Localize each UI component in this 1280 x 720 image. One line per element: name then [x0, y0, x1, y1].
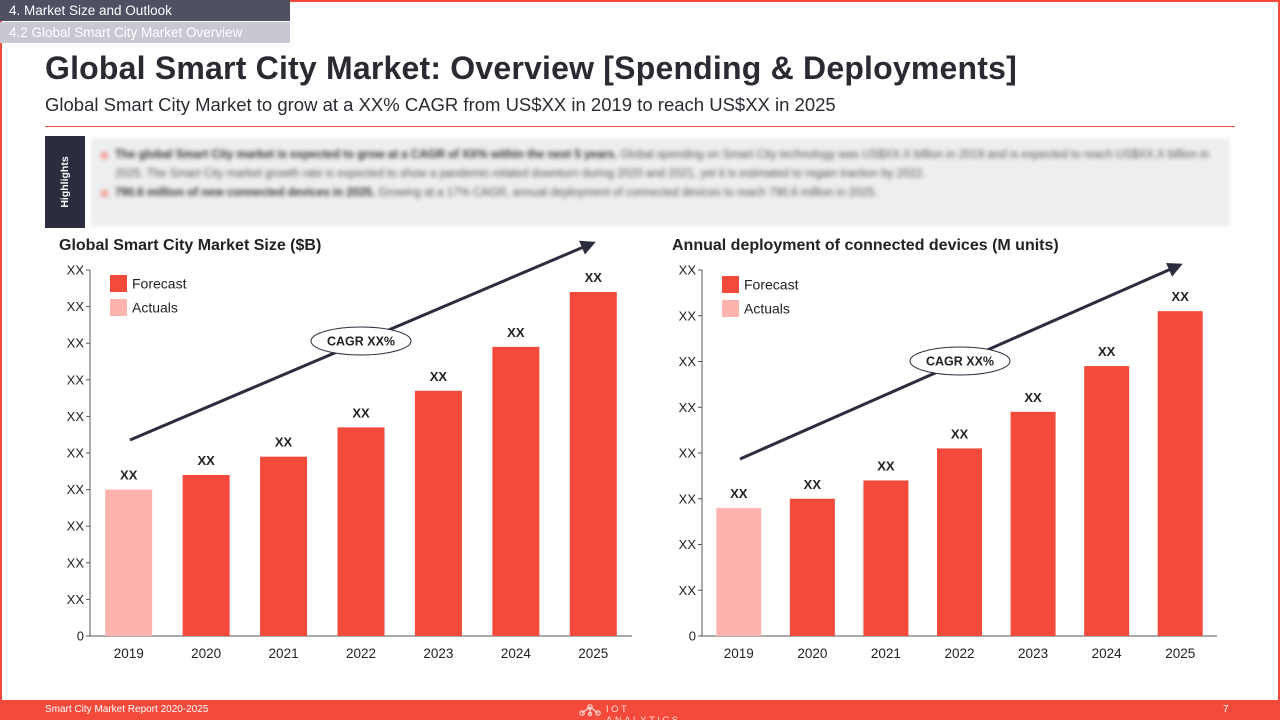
- y-tick-label: XX: [67, 263, 85, 278]
- bar-2020: [789, 498, 835, 636]
- legend-label: Forecast: [132, 276, 187, 292]
- x-tick-label: 2019: [724, 646, 754, 661]
- y-tick-label: XX: [67, 299, 85, 314]
- cagr-callout: [909, 346, 1011, 376]
- y-tick-label: XX: [679, 491, 697, 506]
- highlight-item-text: Global spending on Smart City technology…: [115, 149, 1210, 180]
- data-label: XX: [197, 453, 215, 468]
- data-label: XX: [352, 405, 370, 420]
- bar-2021: [863, 480, 909, 636]
- data-label: XX: [430, 369, 448, 384]
- page-subtitle: Global Smart City Market to grow at a XX…: [45, 94, 836, 115]
- page-title: Global Smart City Market: Overview [Spen…: [45, 50, 1018, 86]
- legend-label: Actuals: [744, 301, 790, 317]
- bar-2019: [105, 489, 153, 636]
- bar-2022: [337, 427, 385, 636]
- network-logo-icon: [579, 704, 601, 717]
- breadcrumb-section: 4. Market Size and Outlook: [0, 0, 290, 21]
- bar-2020: [182, 474, 230, 636]
- y-tick-label: XX: [67, 446, 85, 461]
- bar-2023: [414, 390, 462, 636]
- data-label: XX: [804, 477, 822, 492]
- bar-2025: [1157, 311, 1203, 636]
- data-label: XX: [585, 270, 603, 285]
- x-tick-label: 2022: [944, 646, 974, 661]
- chart-title-device-deployment: Annual deployment of connected devices (…: [672, 237, 1059, 254]
- x-tick-label: 2025: [1165, 646, 1195, 661]
- chart-title-market-size: Global Smart City Market Size ($B): [59, 237, 322, 254]
- x-tick-label: 2022: [346, 646, 376, 661]
- title-divider: [45, 126, 1235, 127]
- y-tick-label: XX: [679, 583, 697, 598]
- legend-swatch-forecast: [110, 275, 127, 292]
- highlight-item: 790.6 million of new connected devices i…: [101, 184, 1220, 203]
- highlight-item-bold: The global Smart City market is expected…: [115, 149, 618, 161]
- x-tick-label: 2021: [269, 646, 299, 661]
- page-number: 7: [1223, 704, 1229, 715]
- bar-2021: [260, 456, 308, 636]
- company-logo: IOT ANALYTICS: [578, 703, 708, 720]
- device-deployment-chart: 0 XX XX XX XX XX XX XX XX XX 2019 XX 2020 XX 2021 XX 202…: [679, 263, 1217, 661]
- cagr-callout: [310, 326, 412, 356]
- y-tick-label: 0: [77, 629, 84, 644]
- y-tick-label: XX: [679, 537, 697, 552]
- bar-2022: [937, 448, 982, 636]
- bar-2019: [716, 507, 762, 636]
- y-tick-label: XX: [679, 446, 697, 461]
- highlight-item-text: Growing at a 17% CAGR, annual deployment…: [375, 187, 878, 199]
- bar-2023: [1010, 411, 1056, 636]
- x-tick-label: 2024: [1092, 646, 1123, 661]
- legend-swatch-forecast: [722, 276, 739, 293]
- y-tick-label: XX: [679, 263, 697, 278]
- legend-swatch-actuals: [110, 299, 127, 316]
- bar-2025: [569, 291, 617, 636]
- highlights-body: The global Smart City market is expected…: [91, 138, 1230, 226]
- x-tick-label: 2020: [797, 646, 827, 661]
- x-tick-label: 2023: [423, 646, 453, 661]
- highlights-tab: Highlights: [45, 136, 85, 228]
- x-tick-label: 2025: [578, 646, 608, 661]
- highlight-item: The global Smart City market is expected…: [101, 146, 1220, 184]
- y-tick-label: XX: [679, 354, 697, 369]
- highlight-item-bold: 790.6 million of new connected devices i…: [115, 187, 376, 199]
- data-label: XX: [951, 426, 969, 441]
- x-tick-label: 2019: [114, 646, 144, 661]
- footer-report-name: Smart City Market Report 2020-2025: [45, 704, 209, 715]
- data-label: XX: [1024, 390, 1042, 405]
- breadcrumb-subsection: 4.2 Global Smart City Market Overview: [0, 22, 290, 43]
- y-tick-label: XX: [67, 336, 85, 351]
- y-tick-label: XX: [67, 519, 85, 534]
- cagr-label: CAGR XX%: [327, 335, 395, 349]
- y-tick-label: XX: [679, 400, 697, 415]
- data-label: XX: [730, 486, 748, 501]
- logo-text: IOT ANALYTICS: [606, 704, 678, 720]
- data-label: XX: [1098, 344, 1116, 359]
- cagr-label: CAGR XX%: [926, 355, 994, 369]
- data-label: XX: [507, 325, 525, 340]
- data-label: XX: [877, 458, 895, 473]
- x-tick-label: 2024: [501, 646, 532, 661]
- data-label: XX: [1172, 289, 1190, 304]
- highlights-label: Highlights: [59, 156, 71, 208]
- x-tick-label: 2021: [871, 646, 901, 661]
- highlights-box: Highlights The global Smart City market …: [45, 136, 1230, 228]
- y-tick-label: XX: [67, 555, 85, 570]
- y-tick-label: XX: [67, 482, 85, 497]
- legend-label: Forecast: [744, 277, 799, 293]
- y-tick-label: XX: [679, 308, 697, 323]
- legend-label: Actuals: [132, 300, 178, 316]
- data-label: XX: [120, 468, 138, 483]
- data-label: XX: [275, 435, 293, 450]
- bar-2024: [492, 346, 540, 636]
- x-tick-label: 2023: [1018, 646, 1048, 661]
- y-tick-label: 0: [689, 629, 696, 644]
- market-size-chart: 0 XX XX XX XX XX XX XX XX XX XX XX 2019 XX 2020 XX 2021 X…: [67, 240, 632, 661]
- y-tick-label: XX: [67, 409, 85, 424]
- footer-bar: Smart City Market Report 2020-2025 IOT A…: [0, 700, 1280, 720]
- bar-2024: [1084, 366, 1130, 636]
- legend-swatch-actuals: [722, 300, 739, 317]
- y-tick-label: XX: [67, 592, 85, 607]
- y-tick-label: XX: [67, 372, 85, 387]
- x-tick-label: 2020: [191, 646, 221, 661]
